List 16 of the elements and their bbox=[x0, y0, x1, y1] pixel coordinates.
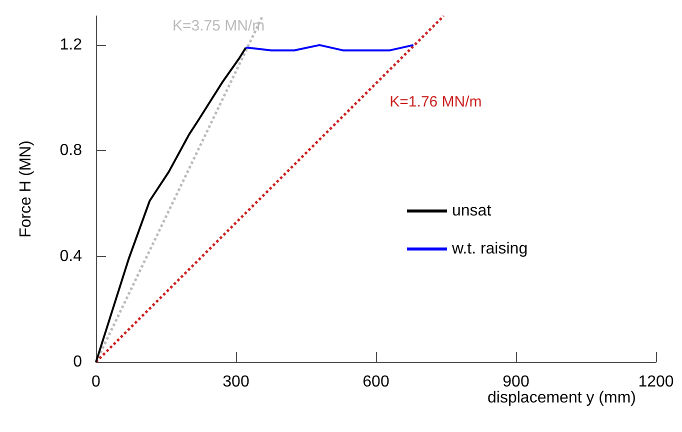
legend-label: unsat bbox=[452, 202, 492, 220]
series-label: K=3.75 MN/m bbox=[172, 18, 265, 34]
legend-label: w.t. raising bbox=[451, 240, 528, 258]
x-tick-label: 0 bbox=[92, 374, 101, 390]
x-tick-label: 600 bbox=[362, 374, 390, 390]
x-tick-label: 900 bbox=[502, 374, 530, 390]
y-axis-title: Force H (MN) bbox=[18, 140, 34, 238]
series-label: K=1.76 MN/m bbox=[390, 94, 482, 110]
y-tick-label: 1.2 bbox=[60, 36, 82, 54]
x-tick-label: 300 bbox=[222, 374, 250, 390]
y-tick-label: 0.8 bbox=[60, 142, 82, 160]
line-series bbox=[95, 46, 247, 363]
x-axis-title: displacement y (mm) bbox=[488, 390, 636, 406]
y-tick-label: 0.4 bbox=[60, 248, 82, 265]
x-tick-label: 1200 bbox=[638, 374, 674, 390]
y-tick-label: 0 bbox=[73, 354, 82, 370]
